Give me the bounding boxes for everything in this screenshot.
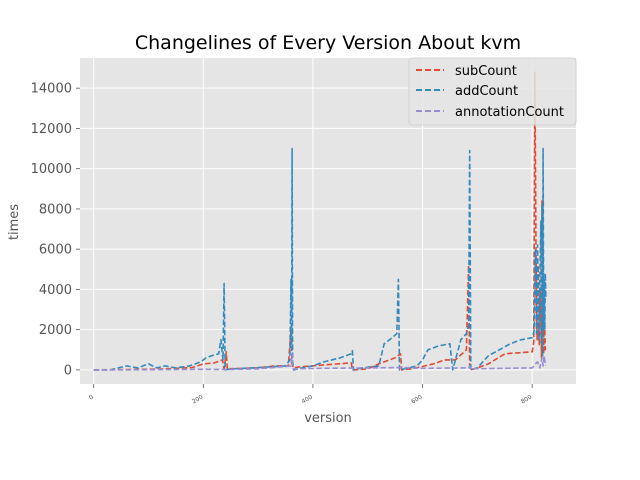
legend-label-annotationcount: annotationCount [455,105,564,120]
y-tick-label: 6000 [39,243,72,258]
legend: subCount addCount annotationCount [408,57,577,126]
y-tick-label: 0 [64,363,72,378]
legend-box [408,57,577,126]
y-tick-label: 8000 [39,202,72,217]
x-tick-label: 600 [410,394,424,406]
y-tick-label: 10000 [31,162,72,177]
series-lines [93,71,547,371]
y-tick-label: 2000 [39,323,72,338]
chart-title: Changelines of Every Version About kvm [135,32,521,54]
x-tick-label: 400 [301,394,315,406]
x-tick-label: 200 [191,394,205,406]
y-tick-label: 4000 [39,283,72,298]
x-tick-label: 800 [520,394,534,406]
y-axis-ticks: 0 2000 4000 6000 8000 10000 12000 14000 [31,82,80,378]
legend-label-addcount: addCount [455,84,518,99]
x-axis-ticks: 0 200 400 600 800 [88,384,533,405]
y-tick-label: 12000 [31,122,72,137]
series-line-annotationcount [93,353,547,371]
x-axis-label: version [304,411,352,426]
y-tick-label: 14000 [31,82,72,97]
legend-label-subcount: subCount [455,64,517,79]
x-tick-label: 0 [88,394,95,402]
series-line-subcount [93,71,547,371]
y-axis-label: times [7,204,22,240]
